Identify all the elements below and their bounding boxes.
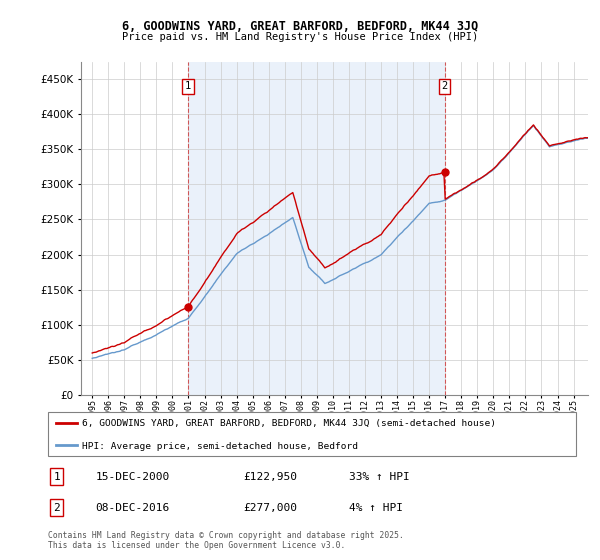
Text: 6, GOODWINS YARD, GREAT BARFORD, BEDFORD, MK44 3JQ: 6, GOODWINS YARD, GREAT BARFORD, BEDFORD… [122,20,478,32]
Text: 4% ↑ HPI: 4% ↑ HPI [349,503,403,513]
Text: Contains HM Land Registry data © Crown copyright and database right 2025.
This d: Contains HM Land Registry data © Crown c… [48,531,404,550]
Bar [188,62,445,395]
Text: 1: 1 [53,472,60,482]
Text: 15-DEC-2000: 15-DEC-2000 [95,472,170,482]
Text: Price paid vs. HM Land Registry's House Price Index (HPI): Price paid vs. HM Land Registry's House … [122,32,478,43]
Text: HPI: Average price, semi-detached house, Bedford: HPI: Average price, semi-detached house,… [82,442,358,451]
Text: £277,000: £277,000 [244,503,298,513]
Text: 08-DEC-2016: 08-DEC-2016 [95,503,170,513]
Text: 2: 2 [53,503,60,513]
Text: 6, GOODWINS YARD, GREAT BARFORD, BEDFORD, MK44 3JQ (semi-detached house): 6, GOODWINS YARD, GREAT BARFORD, BEDFORD… [82,419,496,428]
Text: 2: 2 [442,81,448,91]
Text: 1: 1 [185,81,191,91]
Text: £122,950: £122,950 [244,472,298,482]
Text: 33% ↑ HPI: 33% ↑ HPI [349,472,410,482]
